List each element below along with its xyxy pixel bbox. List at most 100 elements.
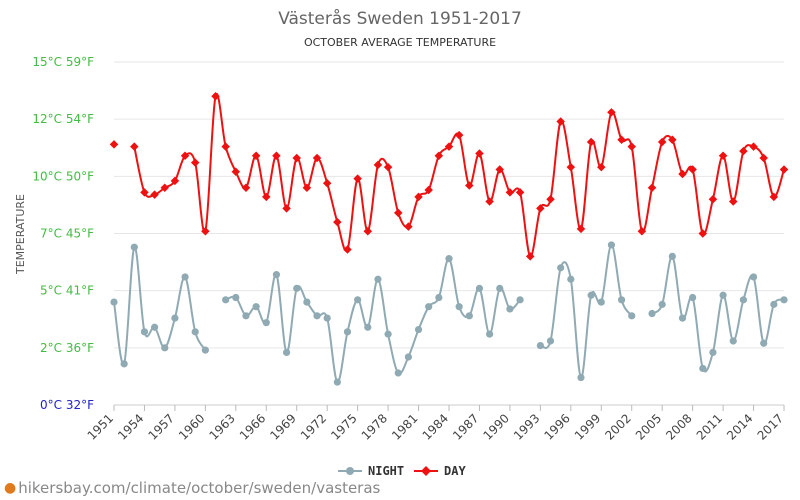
night-point[interactable]: [343, 328, 352, 336]
day-point[interactable]: [566, 162, 576, 172]
day-point[interactable]: [292, 153, 301, 163]
night-point[interactable]: [222, 296, 230, 304]
day-point[interactable]: [708, 194, 718, 204]
night-point[interactable]: [151, 323, 159, 331]
night-point[interactable]: [181, 273, 189, 281]
night-point[interactable]: [404, 353, 412, 361]
night-point[interactable]: [597, 298, 605, 306]
night-point[interactable]: [120, 360, 128, 368]
night-point[interactable]: [577, 373, 585, 382]
day-point[interactable]: [475, 149, 484, 158]
night-point[interactable]: [607, 241, 616, 249]
day-point[interactable]: [383, 162, 393, 172]
night-point[interactable]: [313, 312, 321, 320]
day-point[interactable]: [170, 176, 180, 186]
night-point[interactable]: [364, 323, 372, 331]
day-point[interactable]: [140, 188, 149, 197]
night-point[interactable]: [760, 339, 768, 347]
day-point[interactable]: [302, 183, 312, 193]
night-point[interactable]: [516, 296, 524, 304]
day-point[interactable]: [739, 146, 748, 156]
night-point[interactable]: [465, 312, 473, 320]
day-point[interactable]: [201, 226, 210, 236]
day-point[interactable]: [414, 192, 423, 202]
day-point[interactable]: [505, 188, 515, 197]
night-point[interactable]: [689, 293, 697, 302]
night-point[interactable]: [201, 346, 209, 354]
night-point[interactable]: [110, 298, 118, 306]
day-point[interactable]: [109, 140, 119, 149]
day-point[interactable]: [546, 194, 555, 204]
day-point[interactable]: [393, 208, 403, 218]
night-point[interactable]: [648, 309, 656, 318]
night-point[interactable]: [394, 369, 402, 377]
day-point[interactable]: [262, 192, 271, 202]
night-point[interactable]: [546, 337, 555, 345]
day-point[interactable]: [495, 165, 505, 174]
night-point[interactable]: [272, 271, 281, 279]
day-point[interactable]: [678, 169, 687, 179]
day-point[interactable]: [465, 181, 474, 190]
night-point[interactable]: [232, 293, 240, 302]
day-point[interactable]: [333, 217, 342, 227]
day-point[interactable]: [312, 153, 322, 163]
day-point[interactable]: [485, 197, 494, 206]
night-point[interactable]: [709, 348, 717, 357]
day-point[interactable]: [190, 158, 200, 167]
day-point[interactable]: [353, 174, 362, 183]
day-point[interactable]: [728, 197, 738, 206]
day-point[interactable]: [251, 151, 261, 160]
day-point[interactable]: [617, 135, 626, 144]
night-point[interactable]: [384, 330, 392, 338]
day-point[interactable]: [272, 151, 281, 160]
night-point[interactable]: [435, 293, 443, 302]
night-point[interactable]: [252, 303, 260, 311]
night-point[interactable]: [506, 305, 514, 313]
night-point[interactable]: [171, 314, 179, 322]
day-point[interactable]: [404, 222, 413, 231]
night-point[interactable]: [536, 341, 544, 350]
night-point[interactable]: [455, 303, 463, 311]
day-point[interactable]: [647, 183, 657, 193]
day-point[interactable]: [434, 151, 444, 160]
day-point[interactable]: [779, 165, 789, 174]
day-point[interactable]: [363, 226, 373, 236]
night-point[interactable]: [333, 378, 341, 386]
day-point[interactable]: [150, 190, 159, 199]
night-point[interactable]: [729, 337, 737, 345]
night-point[interactable]: [658, 300, 666, 308]
night-point[interactable]: [628, 312, 636, 320]
night-point[interactable]: [303, 298, 311, 306]
day-point[interactable]: [424, 185, 433, 195]
night-point[interactable]: [749, 273, 758, 281]
night-point[interactable]: [282, 348, 291, 357]
day-point[interactable]: [444, 142, 454, 151]
night-point[interactable]: [739, 296, 747, 304]
day-point[interactable]: [282, 204, 291, 213]
day-point[interactable]: [180, 151, 190, 160]
day-point[interactable]: [130, 142, 139, 151]
day-point[interactable]: [627, 142, 636, 151]
night-point[interactable]: [445, 255, 453, 263]
night-point[interactable]: [242, 312, 250, 320]
day-point[interactable]: [160, 183, 170, 193]
night-point[interactable]: [475, 284, 484, 292]
day-point[interactable]: [749, 142, 758, 151]
day-point[interactable]: [373, 160, 383, 170]
night-point[interactable]: [567, 275, 575, 283]
night-point[interactable]: [323, 314, 331, 322]
day-point[interactable]: [221, 142, 230, 151]
day-point[interactable]: [322, 178, 332, 188]
night-point[interactable]: [414, 325, 423, 334]
night-point[interactable]: [496, 284, 504, 292]
night-point[interactable]: [678, 314, 687, 322]
night-point[interactable]: [780, 296, 788, 304]
night-point[interactable]: [699, 364, 707, 373]
night-point[interactable]: [140, 328, 149, 336]
day-point[interactable]: [241, 183, 251, 193]
day-point[interactable]: [211, 92, 220, 101]
night-point[interactable]: [354, 296, 362, 304]
day-point[interactable]: [657, 137, 667, 147]
night-point[interactable]: [130, 243, 138, 251]
day-point[interactable]: [515, 188, 525, 197]
